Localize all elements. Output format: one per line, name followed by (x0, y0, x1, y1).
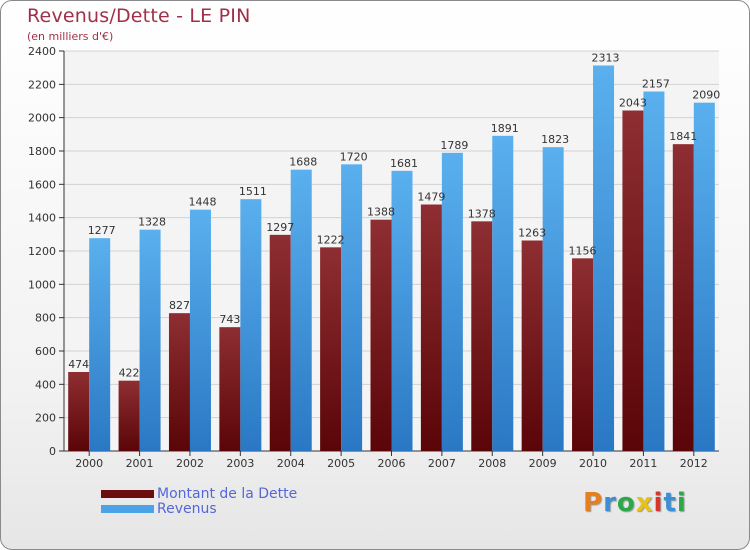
bar-dette (320, 247, 342, 451)
x-tick-label: 2006 (378, 457, 406, 470)
data-label-revenus: 1511 (239, 185, 267, 198)
x-tick-label: 2011 (629, 457, 657, 470)
logo-letter: i (653, 488, 664, 518)
x-tick-label: 2007 (428, 457, 456, 470)
y-tick-label: 2400 (28, 45, 56, 58)
bar-revenus (643, 91, 665, 451)
data-label-dette: 1156 (569, 244, 597, 257)
y-tick-label: 1000 (28, 278, 56, 291)
bar-dette (269, 234, 291, 451)
data-label-dette: 827 (169, 299, 190, 312)
bar-revenus (441, 152, 463, 452)
x-tick-label: 2000 (75, 457, 103, 470)
y-tick-label: 600 (35, 345, 56, 358)
legend-label-dette: Montant de la Dette (157, 486, 298, 502)
bar-revenus (693, 102, 715, 452)
bar-revenus (542, 147, 564, 451)
bar-revenus (391, 170, 413, 452)
chart-title: Revenus/Dette - LE PIN (27, 5, 251, 27)
data-label-dette: 422 (119, 367, 140, 380)
legend-swatch-revenus (101, 505, 154, 513)
proxiti-logo: Proxiti (583, 488, 687, 518)
bar-revenus (240, 199, 262, 451)
bar-dette (118, 380, 140, 451)
y-tick-label: 400 (35, 378, 56, 391)
data-label-dette: 474 (68, 358, 89, 371)
bar-dette (471, 221, 493, 451)
data-label-revenus: 1891 (491, 122, 519, 135)
x-tick-label: 2008 (478, 457, 506, 470)
x-tick-label: 2012 (680, 457, 708, 470)
bar-dette (68, 372, 90, 451)
chart-subtitle: (en milliers d'€) (27, 30, 114, 43)
data-label-revenus: 1448 (188, 196, 216, 209)
legend-label-revenus: Revenus (157, 501, 217, 517)
data-label-dette: 1378 (468, 207, 496, 220)
legend-item-revenus: Revenus (101, 501, 217, 517)
bar-dette (521, 240, 543, 451)
data-label-dette: 1297 (266, 221, 294, 234)
bar-revenus (593, 65, 615, 451)
data-label-revenus: 1688 (289, 156, 317, 169)
logo-letter: r (603, 488, 617, 518)
y-tick-label: 2000 (28, 112, 56, 125)
bar-dette (420, 204, 442, 451)
data-label-dette: 1479 (417, 191, 445, 204)
x-tick-label: 2003 (226, 457, 254, 470)
bar-dette (168, 313, 190, 451)
data-label-revenus: 1720 (340, 150, 368, 163)
logo-letter: i (676, 488, 687, 518)
bar-revenus (492, 135, 514, 452)
y-tick-label: 1800 (28, 145, 56, 158)
data-label-dette: 743 (219, 313, 240, 326)
x-tick-label: 2002 (176, 457, 204, 470)
data-label-dette: 1841 (669, 130, 697, 143)
x-tick-label: 2004 (277, 457, 305, 470)
data-label-revenus: 1789 (440, 139, 468, 152)
y-tick-label: 1600 (28, 178, 56, 191)
y-tick-label: 0 (49, 445, 56, 458)
data-label-revenus: 1328 (138, 216, 166, 229)
logo-letter: o (616, 488, 636, 518)
x-tick-label: 2010 (579, 457, 607, 470)
data-label-revenus: 2313 (592, 52, 620, 65)
y-tick-label: 200 (35, 412, 56, 425)
bar-dette (370, 219, 392, 451)
y-tick-label: 800 (35, 312, 56, 325)
bar-dette (572, 258, 594, 451)
y-tick-label: 2200 (28, 78, 56, 91)
bar-revenus (290, 169, 312, 451)
y-tick-label: 1400 (28, 212, 56, 225)
legend-item-dette: Montant de la Dette (101, 486, 297, 502)
logo-letter: x (635, 488, 654, 518)
data-label-revenus: 1681 (390, 157, 418, 170)
bar-revenus (139, 229, 161, 451)
x-tick-label: 2001 (126, 457, 154, 470)
bar-revenus (89, 238, 111, 451)
x-tick-label: 2005 (327, 457, 355, 470)
bar-dette (219, 327, 241, 451)
data-label-revenus: 2157 (642, 78, 670, 91)
logo-letter: P (583, 488, 604, 518)
data-label-revenus: 1277 (88, 224, 116, 237)
data-label-dette: 2043 (619, 97, 647, 110)
data-label-dette: 1222 (317, 233, 345, 246)
logo-letter: t (663, 488, 677, 518)
bar-revenus (341, 164, 363, 452)
data-label-revenus: 2090 (692, 89, 720, 102)
x-tick-label: 2009 (529, 457, 557, 470)
y-tick-label: 1200 (28, 245, 56, 258)
data-label-dette: 1388 (367, 206, 395, 219)
bar-dette (672, 144, 694, 451)
bar-dette (622, 110, 644, 451)
bar-revenus (189, 209, 211, 451)
legend-swatch-dette (101, 490, 154, 498)
data-label-revenus: 1823 (541, 133, 569, 146)
data-label-dette: 1263 (518, 227, 546, 240)
